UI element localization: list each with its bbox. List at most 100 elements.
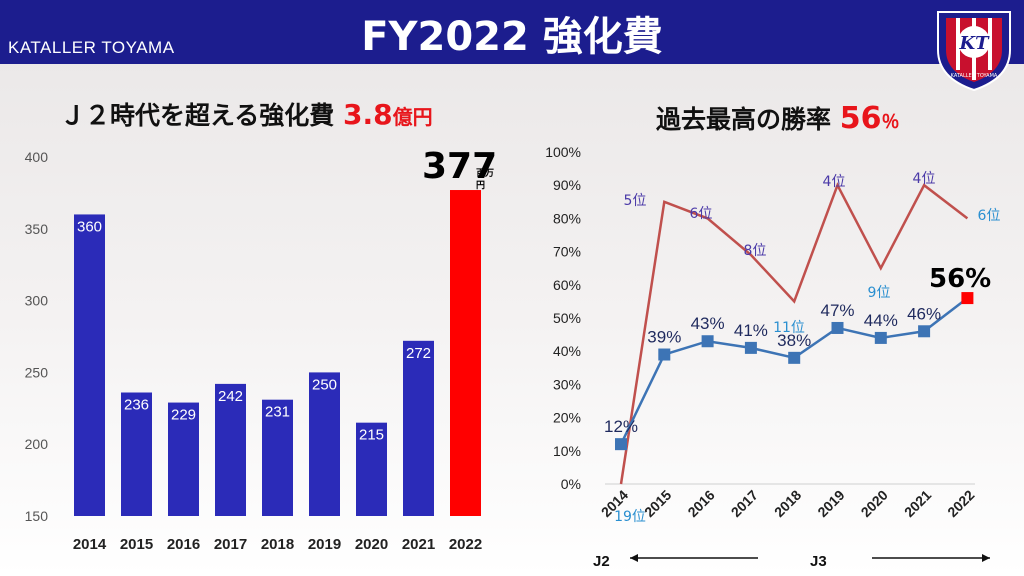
winrate-point (788, 351, 801, 364)
line-x-tick-label: 2022 (944, 487, 977, 520)
winrate-point (874, 331, 887, 344)
rank-data-label: 8位 (744, 243, 767, 259)
bar-callout-unit-1: 百万 (476, 168, 494, 179)
winrate-point (615, 438, 627, 451)
winrate-point (961, 292, 974, 305)
line-x-tick-label: 2017 (728, 487, 761, 520)
line-callout: 56% (929, 264, 991, 294)
page-title: FY2022 強化費 (361, 14, 663, 60)
line-y-tick-label: 60% (553, 277, 581, 293)
winrate-point (658, 348, 671, 361)
j3-arrow-head (982, 554, 990, 562)
line-y-tick-label: 100% (545, 144, 581, 160)
header-bar (0, 0, 1024, 64)
bar-x-tick-label: 2016 (167, 536, 200, 553)
bar (450, 190, 481, 516)
line-y-tick-label: 90% (553, 177, 581, 193)
bar-x-tick-label: 2020 (355, 536, 388, 553)
bar-data-label: 272 (406, 345, 431, 362)
winrate-point (918, 325, 931, 338)
win-rate-line-chart: 0%10%20%30%40%50%60%70%80%90%100%2014 201… (545, 144, 1000, 525)
rank-data-label: 4位 (913, 171, 936, 187)
j2-arrow-head (630, 554, 638, 562)
bar (168, 402, 199, 516)
bar (121, 392, 152, 516)
bar-x-tick-label: 2021 (402, 536, 435, 553)
rank-data-label: 4位 (823, 174, 846, 190)
bar-y-tick-label: 350 (25, 221, 49, 237)
rank-data-label: 6位 (978, 208, 1001, 224)
bar-x-tick-label: 2019 (308, 536, 341, 553)
right-subtitle-value: 56 (839, 101, 882, 136)
bar (309, 372, 340, 516)
bar-data-label: 242 (218, 388, 243, 405)
crest-text: KATALLER TOYAMA (951, 73, 998, 79)
rank-series-line (619, 182, 969, 485)
crest-mark: KT (958, 33, 990, 54)
left-subtitle-value: 3.8 (342, 98, 393, 131)
rank-data-label: 5位 (624, 193, 647, 209)
right-subtitle-unit: ％ (881, 112, 900, 133)
winrate-data-label: 47% (820, 301, 854, 320)
bar-data-label: 231 (265, 404, 290, 421)
bar-callout-value: 377 (422, 146, 497, 187)
bar-y-tick-label: 150 (25, 508, 49, 524)
winrate-data-label: 43% (691, 314, 725, 333)
bar-y-tick-label: 250 (25, 364, 49, 380)
left-subtitle: Ｊ２時代を超える強化費 3.8億円 (60, 96, 433, 132)
bar-x-tick-label: 2017 (214, 536, 247, 553)
winrate-data-label: 38% (777, 331, 811, 350)
line-y-tick-label: 50% (553, 310, 581, 326)
budget-bar-chart: 150 200 250 300 350 400 360 2014 236 2015 229 2016 2… (25, 149, 483, 553)
line-y-tick-label: 10% (553, 443, 581, 459)
line-x-tick-label: 2015 (641, 487, 674, 520)
bar-data-label: 236 (124, 397, 149, 414)
rank-data-label: 6位 (690, 206, 713, 222)
bar (403, 340, 434, 516)
winrate-data-label: 39% (647, 328, 681, 347)
j2-label: J2 (593, 553, 610, 570)
line-x-tick-label: 2019 (814, 487, 847, 520)
line-y-tick-label: 80% (553, 210, 581, 226)
winrate-data-label: 44% (864, 311, 898, 330)
rank-data-label: 9位 (868, 285, 891, 301)
bar-x-tick-label: 2018 (261, 536, 294, 553)
winrate-data-label: 46% (907, 304, 941, 323)
bar-data-label: 360 (77, 218, 102, 235)
line-x-tick-label: 2016 (684, 487, 717, 520)
rank-data-label: 19位 (614, 509, 646, 525)
bar (74, 214, 105, 516)
line-y-tick-label: 30% (553, 376, 581, 392)
brand-name: KATALLER TOYAMA (8, 38, 175, 57)
left-subtitle-unit: 億円 (392, 105, 433, 129)
j3-label: J3 (810, 553, 827, 570)
winrate-data-label: 12% (604, 417, 638, 436)
winrate-data-label: 41% (734, 321, 768, 340)
rank-data-label: 11位 (773, 320, 805, 336)
line-x-tick-label: 2021 (901, 487, 934, 520)
bar-x-tick-label: 2022 (449, 536, 482, 553)
winrate-point (831, 321, 844, 334)
bar-callout-unit-2: 円 (476, 180, 485, 191)
bar (356, 422, 387, 516)
line-y-tick-label: 70% (553, 244, 581, 260)
line-y-tick-label: 40% (553, 343, 581, 359)
bar-y-tick-label: 400 (25, 149, 49, 165)
bar-data-label: 215 (359, 427, 384, 444)
line-y-tick-label: 0% (561, 476, 581, 492)
club-crest-logo: KT KATALLER TOYAMA (937, 11, 1011, 92)
line-x-tick-label: 2018 (771, 487, 804, 520)
line-y-tick-label: 20% (553, 410, 581, 426)
winrate-point (701, 335, 714, 348)
right-subtitle-prefix: 過去最高の勝率 (656, 105, 832, 134)
bar (215, 383, 246, 516)
bar-y-tick-label: 300 (25, 293, 49, 309)
line-x-tick-label: 2020 (858, 487, 891, 520)
bar-x-tick-label: 2014 (73, 536, 107, 553)
winrate-point (744, 341, 757, 354)
bar-data-label: 229 (171, 407, 196, 424)
bar-x-tick-label: 2015 (120, 536, 153, 553)
left-subtitle-prefix: Ｊ２時代を超える強化費 (60, 101, 335, 130)
bar (262, 399, 293, 516)
